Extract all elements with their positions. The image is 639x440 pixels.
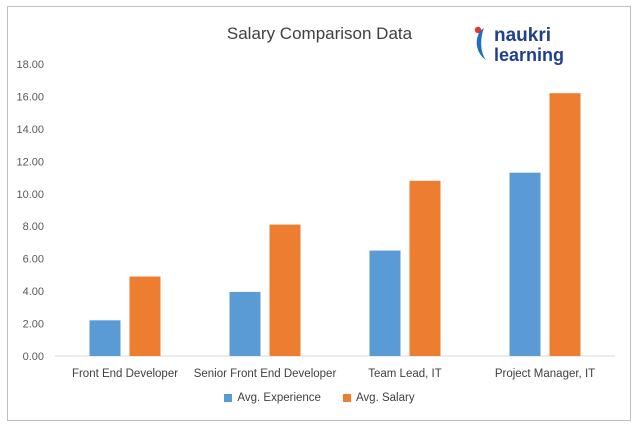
legend-item: Avg. Experience xyxy=(224,392,321,404)
chart-title: Salary Comparison Data xyxy=(226,24,413,43)
naukri-learning-logo: naukri learning xyxy=(474,25,564,65)
y-tick-label: 4.00 xyxy=(23,286,44,298)
y-tick-label: 16.00 xyxy=(16,91,44,103)
y-tick-label: 18.00 xyxy=(16,59,44,71)
y-tick-label: 12.00 xyxy=(16,156,44,168)
y-tick-label: 2.00 xyxy=(23,319,44,331)
legend-label: Avg. Salary xyxy=(355,392,415,404)
bar-avg-salary xyxy=(129,276,161,356)
bar-avg-experience xyxy=(509,172,541,356)
x-category-label: Front End Developer xyxy=(72,368,178,380)
y-tick-label: 0.00 xyxy=(23,351,44,363)
legend-swatch xyxy=(224,394,233,402)
y-tick-label: 14.00 xyxy=(16,124,44,136)
bar-avg-experience xyxy=(229,291,261,356)
x-category-label: Team Lead, IT xyxy=(368,368,442,380)
x-category-label: Senior Front End Developer xyxy=(194,368,337,380)
legend-item: Avg. Salary xyxy=(342,392,415,404)
legend-label: Avg. Experience xyxy=(237,392,321,404)
svg-text:naukri: naukri xyxy=(494,25,551,46)
bar-avg-experience xyxy=(369,250,401,356)
y-tick-label: 6.00 xyxy=(23,254,44,266)
chart-legend: Avg. Experience Avg. Salary xyxy=(0,392,639,404)
bar-avg-salary xyxy=(269,224,301,356)
bar-avg-salary xyxy=(409,180,441,356)
svg-text:learning: learning xyxy=(494,45,564,65)
x-category-label: Project Manager, IT xyxy=(495,368,595,380)
bar-avg-salary xyxy=(549,93,581,356)
legend-swatch xyxy=(342,394,351,402)
y-tick-label: 8.00 xyxy=(23,221,44,233)
y-tick-label: 10.00 xyxy=(16,189,44,201)
bar-avg-experience xyxy=(89,320,121,356)
